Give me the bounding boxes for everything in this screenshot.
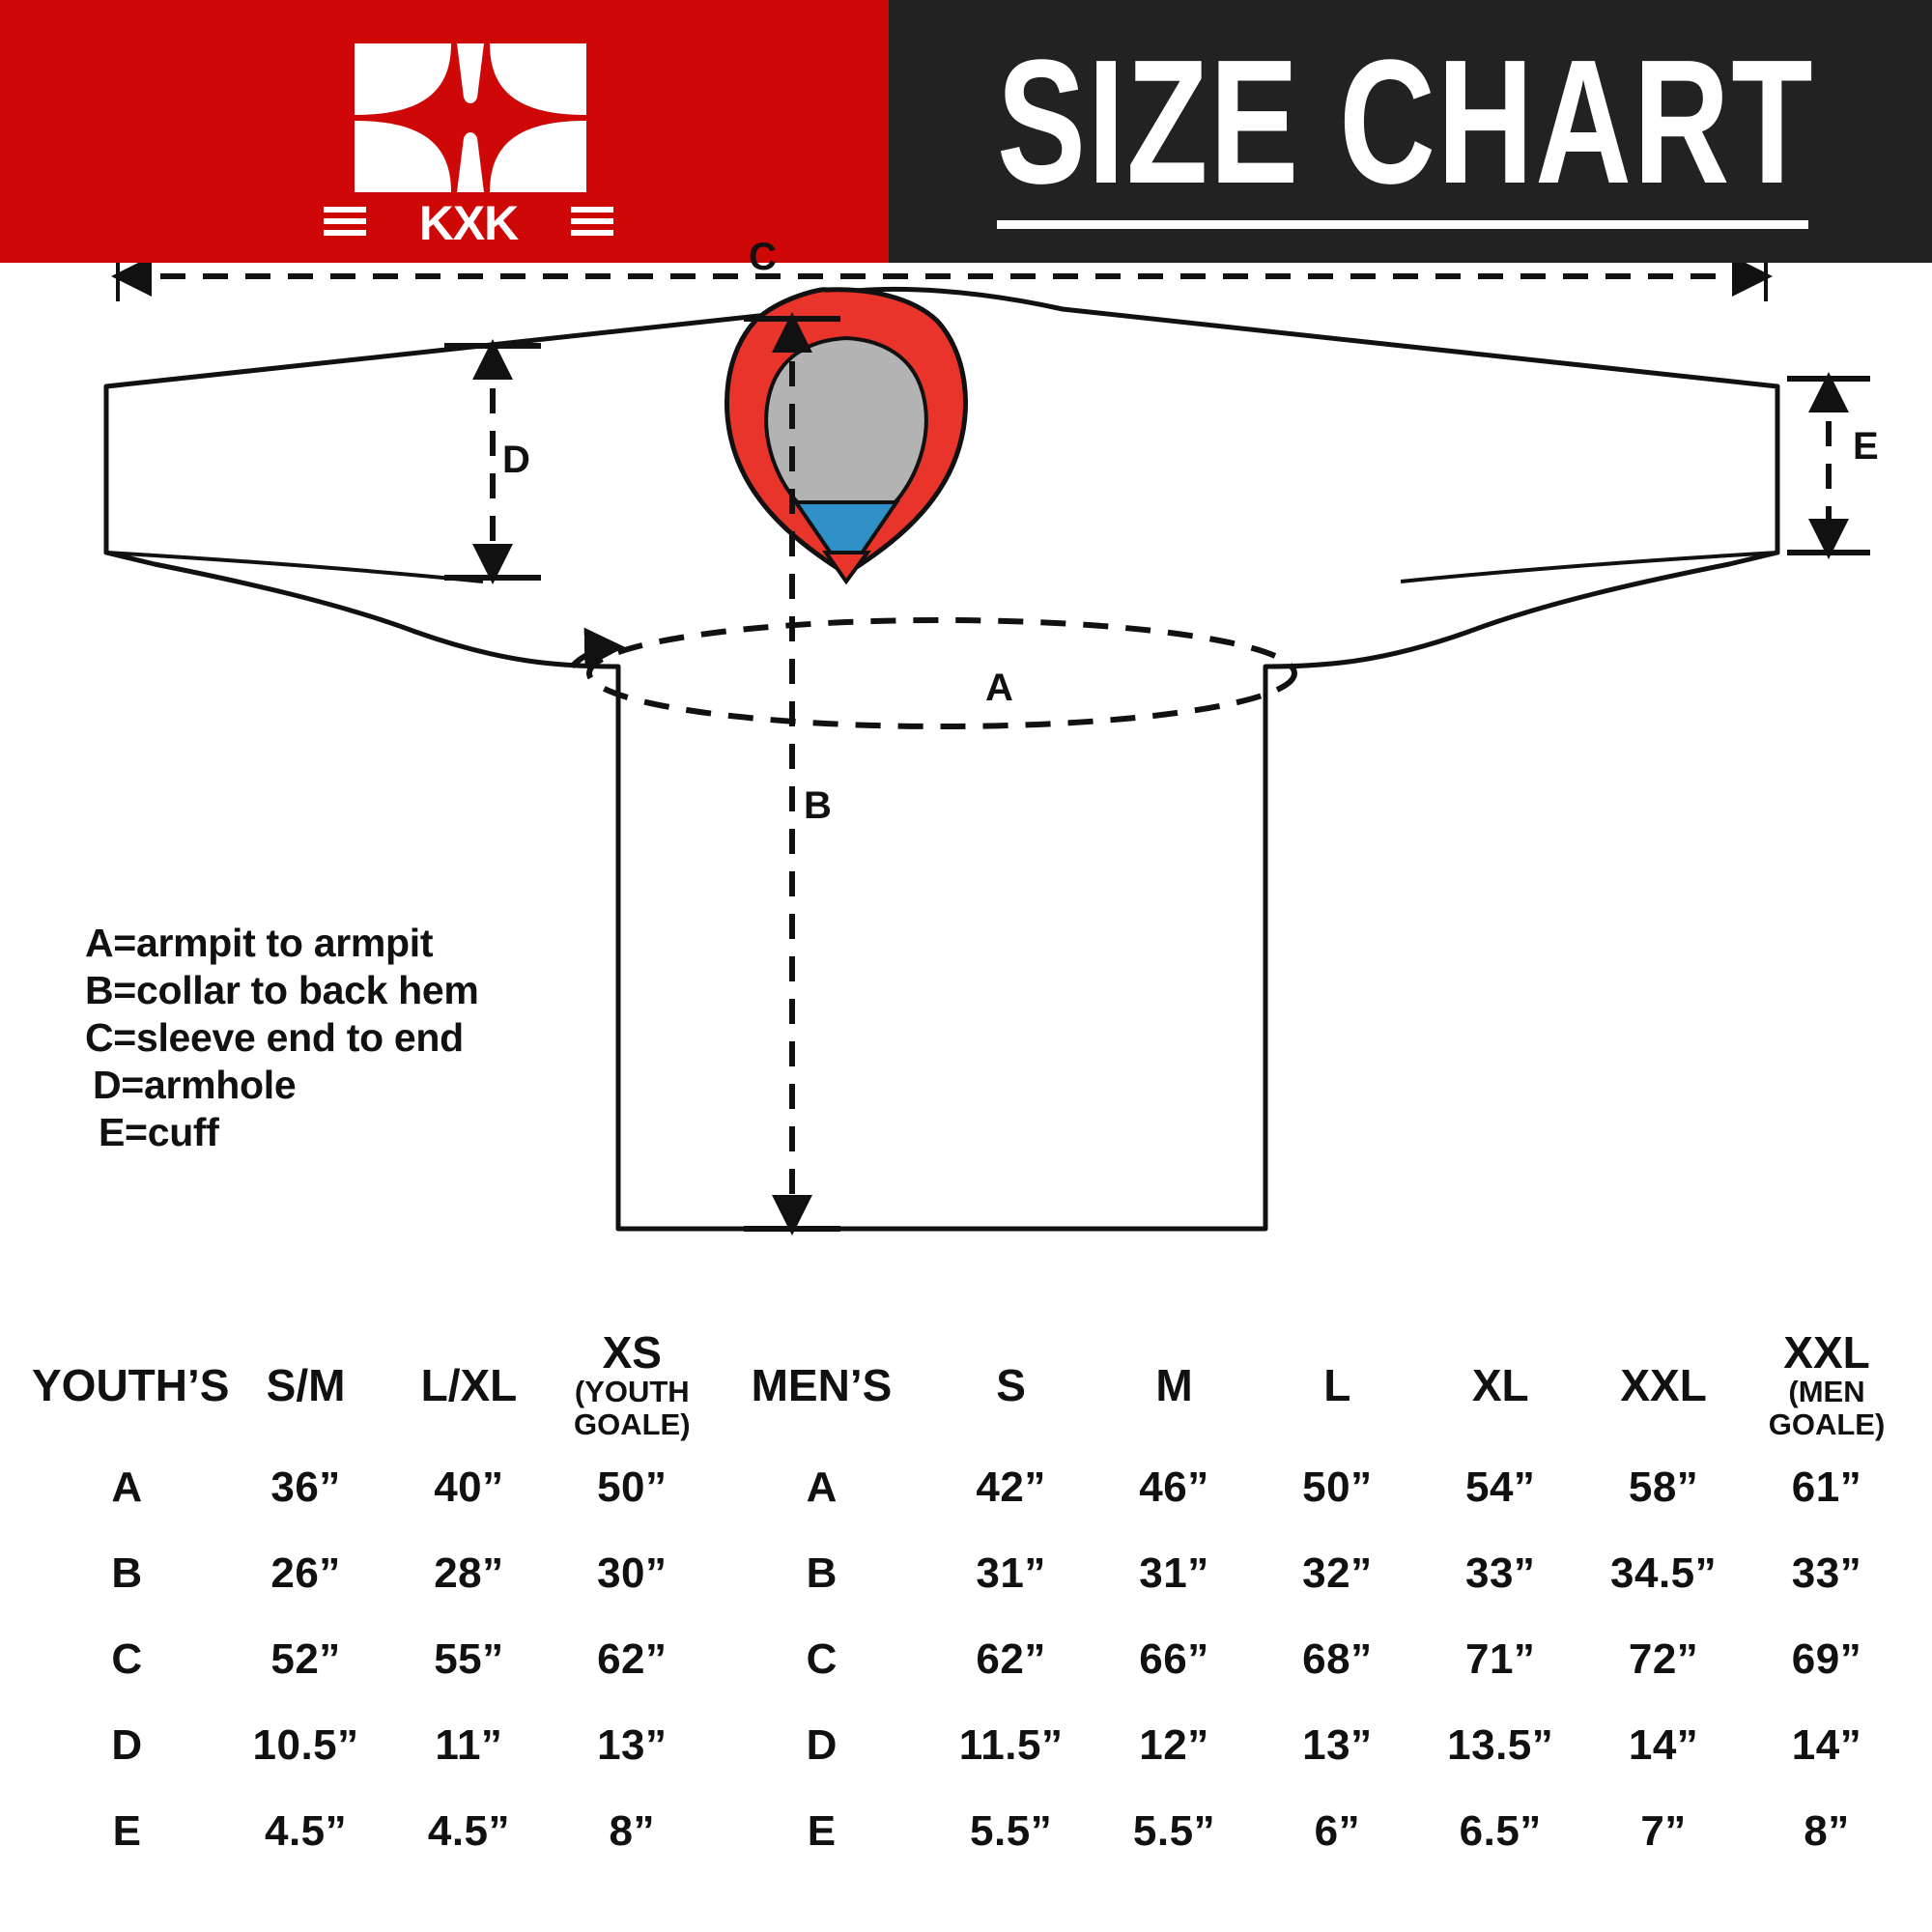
header-mens-col-3: XL	[1421, 1328, 1580, 1442]
cell-mens-d-3: 13.5”	[1421, 1705, 1580, 1786]
header-mens-col-4: XXL	[1584, 1328, 1743, 1442]
table-row: C 52” 55” 62” C 62” 66” 68” 71” 72” 69”	[32, 1619, 1906, 1700]
page-title: SIZE CHART	[997, 22, 1815, 221]
cell-mens-c-4: 72”	[1584, 1619, 1743, 1700]
header-youth-col-0: S/M	[226, 1328, 385, 1442]
cell-mens-d-4: 14”	[1584, 1705, 1743, 1786]
cell-youth-a-2: 50”	[553, 1447, 712, 1528]
label-c: C	[749, 236, 777, 278]
cell-mens-e-1: 5.5”	[1094, 1791, 1254, 1872]
cell-youth-a-0: 36”	[226, 1447, 385, 1528]
mens-row-label-b: B	[716, 1533, 927, 1614]
cell-mens-c-3: 71”	[1421, 1619, 1580, 1700]
cell-mens-b-2: 32”	[1258, 1533, 1417, 1614]
kxk-hourglass-icon	[351, 42, 590, 194]
table-row: E 4.5” 4.5” 8” E 5.5” 5.5” 6” 6.5” 7” 8”	[32, 1791, 1906, 1872]
legend-line-d: D=armhole	[93, 1063, 297, 1107]
header-mens-col-2: L	[1258, 1328, 1417, 1442]
jersey-diagram: C D B E A	[0, 236, 1932, 1316]
cell-mens-a-1: 46”	[1094, 1447, 1254, 1528]
cell-youth-e-0: 4.5”	[226, 1791, 385, 1872]
measurement-legend: A=armpit to armpit B=collar to back hem …	[85, 920, 626, 1156]
cell-youth-c-1: 55”	[389, 1619, 549, 1700]
header-mens-col-1: M	[1094, 1328, 1254, 1442]
cell-youth-a-1: 40”	[389, 1447, 549, 1528]
label-b: B	[804, 784, 832, 827]
mens-row-label-e: E	[716, 1791, 927, 1872]
title-panel: SIZE CHART	[889, 0, 1932, 263]
label-a: A	[985, 667, 1013, 709]
table-row: D 10.5” 11” 13” D 11.5” 12” 13” 13.5” 14…	[32, 1705, 1906, 1786]
cell-mens-e-5: 8”	[1747, 1791, 1906, 1872]
cell-mens-d-2: 13”	[1258, 1705, 1417, 1786]
cell-mens-a-5: 61”	[1747, 1447, 1906, 1528]
cell-mens-c-1: 66”	[1094, 1619, 1254, 1700]
label-e: E	[1853, 425, 1879, 468]
table-row: B 26” 28” 30” B 31” 31” 32” 33” 34.5” 33…	[32, 1533, 1906, 1614]
legend-line-b: B=collar to back hem	[85, 968, 479, 1012]
cell-mens-b-3: 33”	[1421, 1533, 1580, 1614]
header-youth-col-1: L/XL	[389, 1328, 549, 1442]
cell-mens-a-0: 42”	[931, 1447, 1091, 1528]
cell-youth-d-0: 10.5”	[226, 1705, 385, 1786]
cell-youth-c-2: 62”	[553, 1619, 712, 1700]
table-row: A 36” 40” 50” A 42” 46” 50” 54” 58” 61”	[32, 1447, 1906, 1528]
mens-row-label-d: D	[716, 1705, 927, 1786]
brand-wordmark: KXK	[324, 196, 613, 246]
youth-row-label-d: D	[32, 1705, 222, 1786]
cell-mens-b-1: 31”	[1094, 1533, 1254, 1614]
cell-mens-b-5: 33”	[1747, 1533, 1906, 1614]
brand-panel: KXK	[0, 0, 889, 263]
youth-row-label-e: E	[32, 1791, 222, 1872]
legend-line-c: C=sleeve end to end	[85, 1015, 464, 1060]
legend-line-e: E=cuff	[99, 1110, 219, 1154]
mens-row-label-a: A	[716, 1447, 927, 1528]
page-header: KXK SIZE CHART	[0, 0, 1932, 263]
header-mens: MEN’S	[716, 1328, 927, 1442]
table-header-row: YOUTH’S S/M L/XL XS (YOUTH GOALE)	[32, 1328, 1906, 1442]
cell-mens-d-5: 14”	[1747, 1705, 1906, 1786]
header-mens-col-5: XXL (MEN GOALE)	[1747, 1328, 1906, 1442]
youth-row-label-b: B	[32, 1533, 222, 1614]
cell-mens-a-4: 58”	[1584, 1447, 1743, 1528]
cell-youth-b-2: 30”	[553, 1533, 712, 1614]
svg-text:KXK: KXK	[419, 197, 519, 245]
cell-youth-d-1: 11”	[389, 1705, 549, 1786]
cell-youth-c-0: 52”	[226, 1619, 385, 1700]
cell-mens-e-0: 5.5”	[931, 1791, 1091, 1872]
cell-mens-b-0: 31”	[931, 1533, 1091, 1614]
header-mens-col-0: S	[931, 1328, 1091, 1442]
header-youth-col-2: XS (YOUTH GOALE)	[553, 1328, 712, 1442]
brand-logo: KXK	[324, 20, 613, 245]
cell-mens-e-4: 7”	[1584, 1791, 1743, 1872]
label-d: D	[502, 439, 530, 481]
legend-line-a: A=armpit to armpit	[85, 921, 434, 965]
cell-youth-b-0: 26”	[226, 1533, 385, 1614]
size-table-wrapper: YOUTH’S S/M L/XL XS (YOUTH GOALE)	[27, 1323, 1911, 1877]
cell-youth-d-2: 13”	[553, 1705, 712, 1786]
cell-mens-d-0: 11.5”	[931, 1705, 1091, 1786]
youth-row-label-c: C	[32, 1619, 222, 1700]
cell-mens-c-0: 62”	[931, 1619, 1091, 1700]
cell-mens-a-2: 50”	[1258, 1447, 1417, 1528]
cell-mens-c-2: 68”	[1258, 1619, 1417, 1700]
cell-youth-e-1: 4.5”	[389, 1791, 549, 1872]
cell-youth-e-2: 8”	[553, 1791, 712, 1872]
cell-mens-b-4: 34.5”	[1584, 1533, 1743, 1614]
header-youth: YOUTH’S	[32, 1328, 229, 1442]
cell-youth-b-1: 28”	[389, 1533, 549, 1614]
cell-mens-e-2: 6”	[1258, 1791, 1417, 1872]
cell-mens-c-5: 69”	[1747, 1619, 1906, 1700]
title-underline	[997, 220, 1808, 229]
cell-mens-e-3: 6.5”	[1421, 1791, 1580, 1872]
size-table: YOUTH’S S/M L/XL XS (YOUTH GOALE)	[27, 1323, 1911, 1877]
mens-row-label-c: C	[716, 1619, 927, 1700]
cell-mens-d-1: 12”	[1094, 1705, 1254, 1786]
youth-row-label-a: A	[32, 1447, 222, 1528]
cell-mens-a-3: 54”	[1421, 1447, 1580, 1528]
